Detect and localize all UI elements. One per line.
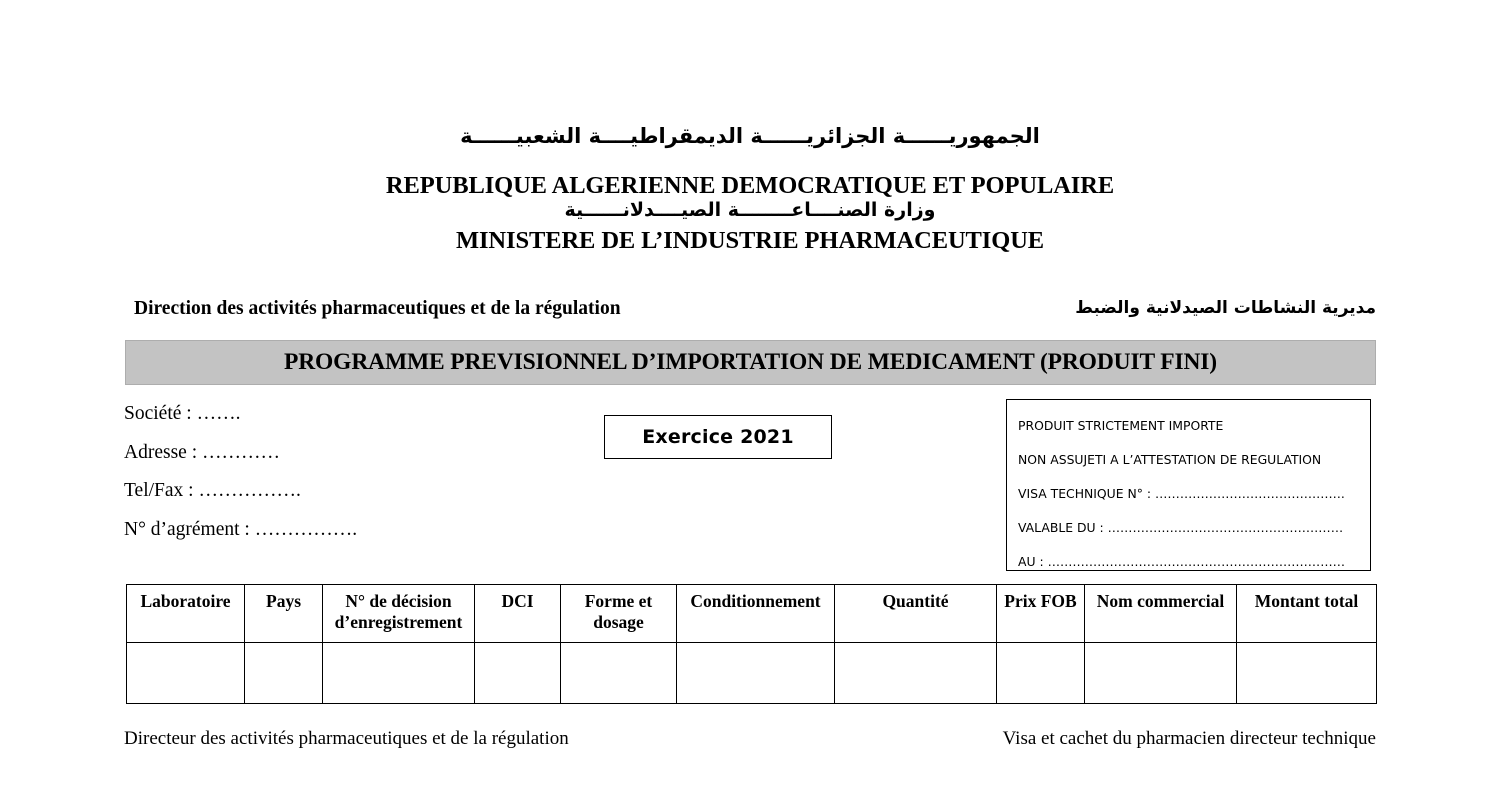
- footer-directeur-label: Directeur des activités pharmaceutiques …: [124, 728, 569, 749]
- header-french-ministry: MINISTERE DE L’INDUSTRIE PHARMACEUTIQUE: [455, 227, 1045, 254]
- valable-du-field[interactable]: VALABLE DU : …………………………………………………: [1018, 520, 1344, 535]
- column-header-conditionnement: Conditionnement: [676, 584, 835, 643]
- directorate-french-label: Direction des activités pharmaceutiques …: [134, 298, 621, 319]
- column-header-numero-decision: N° de décision d’enregistrement: [322, 584, 475, 643]
- header-arabic-ministry: وزارة الصنــــاعــــــــة الصيــــدلانــ…: [564, 199, 936, 221]
- column-header-montant-total: Montant total: [1236, 584, 1377, 643]
- exercice-label: Exercice 2021: [642, 426, 794, 448]
- directorate-row: Direction des activités pharmaceutiques …: [126, 298, 1376, 322]
- column-header-dci: DCI: [474, 584, 561, 643]
- cell-montant-total[interactable]: [1236, 642, 1377, 704]
- cell-dci[interactable]: [474, 642, 561, 704]
- non-assujeti-attestation-label: NON ASSUJETI A L’ATTESTATION DE REGULATI…: [1018, 452, 1322, 467]
- header-arabic-country: الجمهوريــــــة الجزائريــــــة الديمقرا…: [460, 124, 1040, 148]
- page-title: PROGRAMME PREVISIONNEL D’IMPORTATION DE …: [284, 349, 1217, 375]
- produit-strictement-importe-label: PRODUIT STRICTEMENT IMPORTE: [1018, 418, 1224, 433]
- cell-quantite[interactable]: [834, 642, 997, 704]
- visa-technique-numero-field[interactable]: VISA TECHNIQUE N° : ……………………………………….: [1018, 486, 1345, 501]
- column-header-nom-commercial: Nom commercial: [1084, 584, 1237, 643]
- adresse-field[interactable]: Adresse : …………: [124, 441, 280, 463]
- column-header-prix-fob: Prix FOB: [996, 584, 1085, 643]
- document-title-banner: PROGRAMME PREVISIONNEL D’IMPORTATION DE …: [125, 340, 1376, 385]
- cell-numero-decision[interactable]: [322, 642, 475, 704]
- cell-conditionnement[interactable]: [676, 642, 835, 704]
- visa-technique-box: PRODUIT STRICTEMENT IMPORTE NON ASSUJETI…: [1006, 399, 1371, 571]
- exercice-box[interactable]: Exercice 2021: [604, 415, 832, 459]
- column-header-pays: Pays: [244, 584, 323, 643]
- column-header-laboratoire: Laboratoire: [126, 584, 245, 643]
- valable-au-field[interactable]: AU : ………………………………………………………………: [1018, 554, 1345, 569]
- tel-fax-field[interactable]: Tel/Fax : …………….: [124, 480, 301, 501]
- cell-forme-dosage[interactable]: [560, 642, 677, 704]
- import-programme-table: Laboratoire Pays N° de décision d’enregi…: [126, 584, 1377, 704]
- table-header-row: Laboratoire Pays N° de décision d’enregi…: [126, 584, 1377, 643]
- table-row: [126, 642, 1377, 704]
- societe-field[interactable]: Société : …….: [124, 403, 241, 424]
- directorate-arabic-label: مديرية النشاطات الصيدلانية والضبط: [1075, 298, 1376, 318]
- column-header-quantite: Quantité: [834, 584, 997, 643]
- footer-visa-cachet-label: Visa et cachet du pharmacien directeur t…: [1002, 728, 1376, 749]
- company-info-block: Société : ……. Adresse : ………… Tel/Fax : ……: [124, 395, 554, 549]
- column-header-forme-dosage: Forme et dosage: [560, 584, 677, 643]
- cell-nom-commercial[interactable]: [1084, 642, 1237, 704]
- cell-laboratoire[interactable]: [126, 642, 245, 704]
- numero-agrement-field[interactable]: N° d’agrément : …………….: [124, 518, 358, 540]
- signature-footer: Directeur des activités pharmaceutiques …: [124, 728, 1376, 754]
- cell-pays[interactable]: [244, 642, 323, 704]
- header-french-country: REPUBLIQUE ALGERIENNE DEMOCRATIQUE ET PO…: [385, 172, 1115, 199]
- cell-prix-fob[interactable]: [996, 642, 1085, 704]
- import-programme-table-wrapper: Laboratoire Pays N° de décision d’enregi…: [126, 584, 1377, 704]
